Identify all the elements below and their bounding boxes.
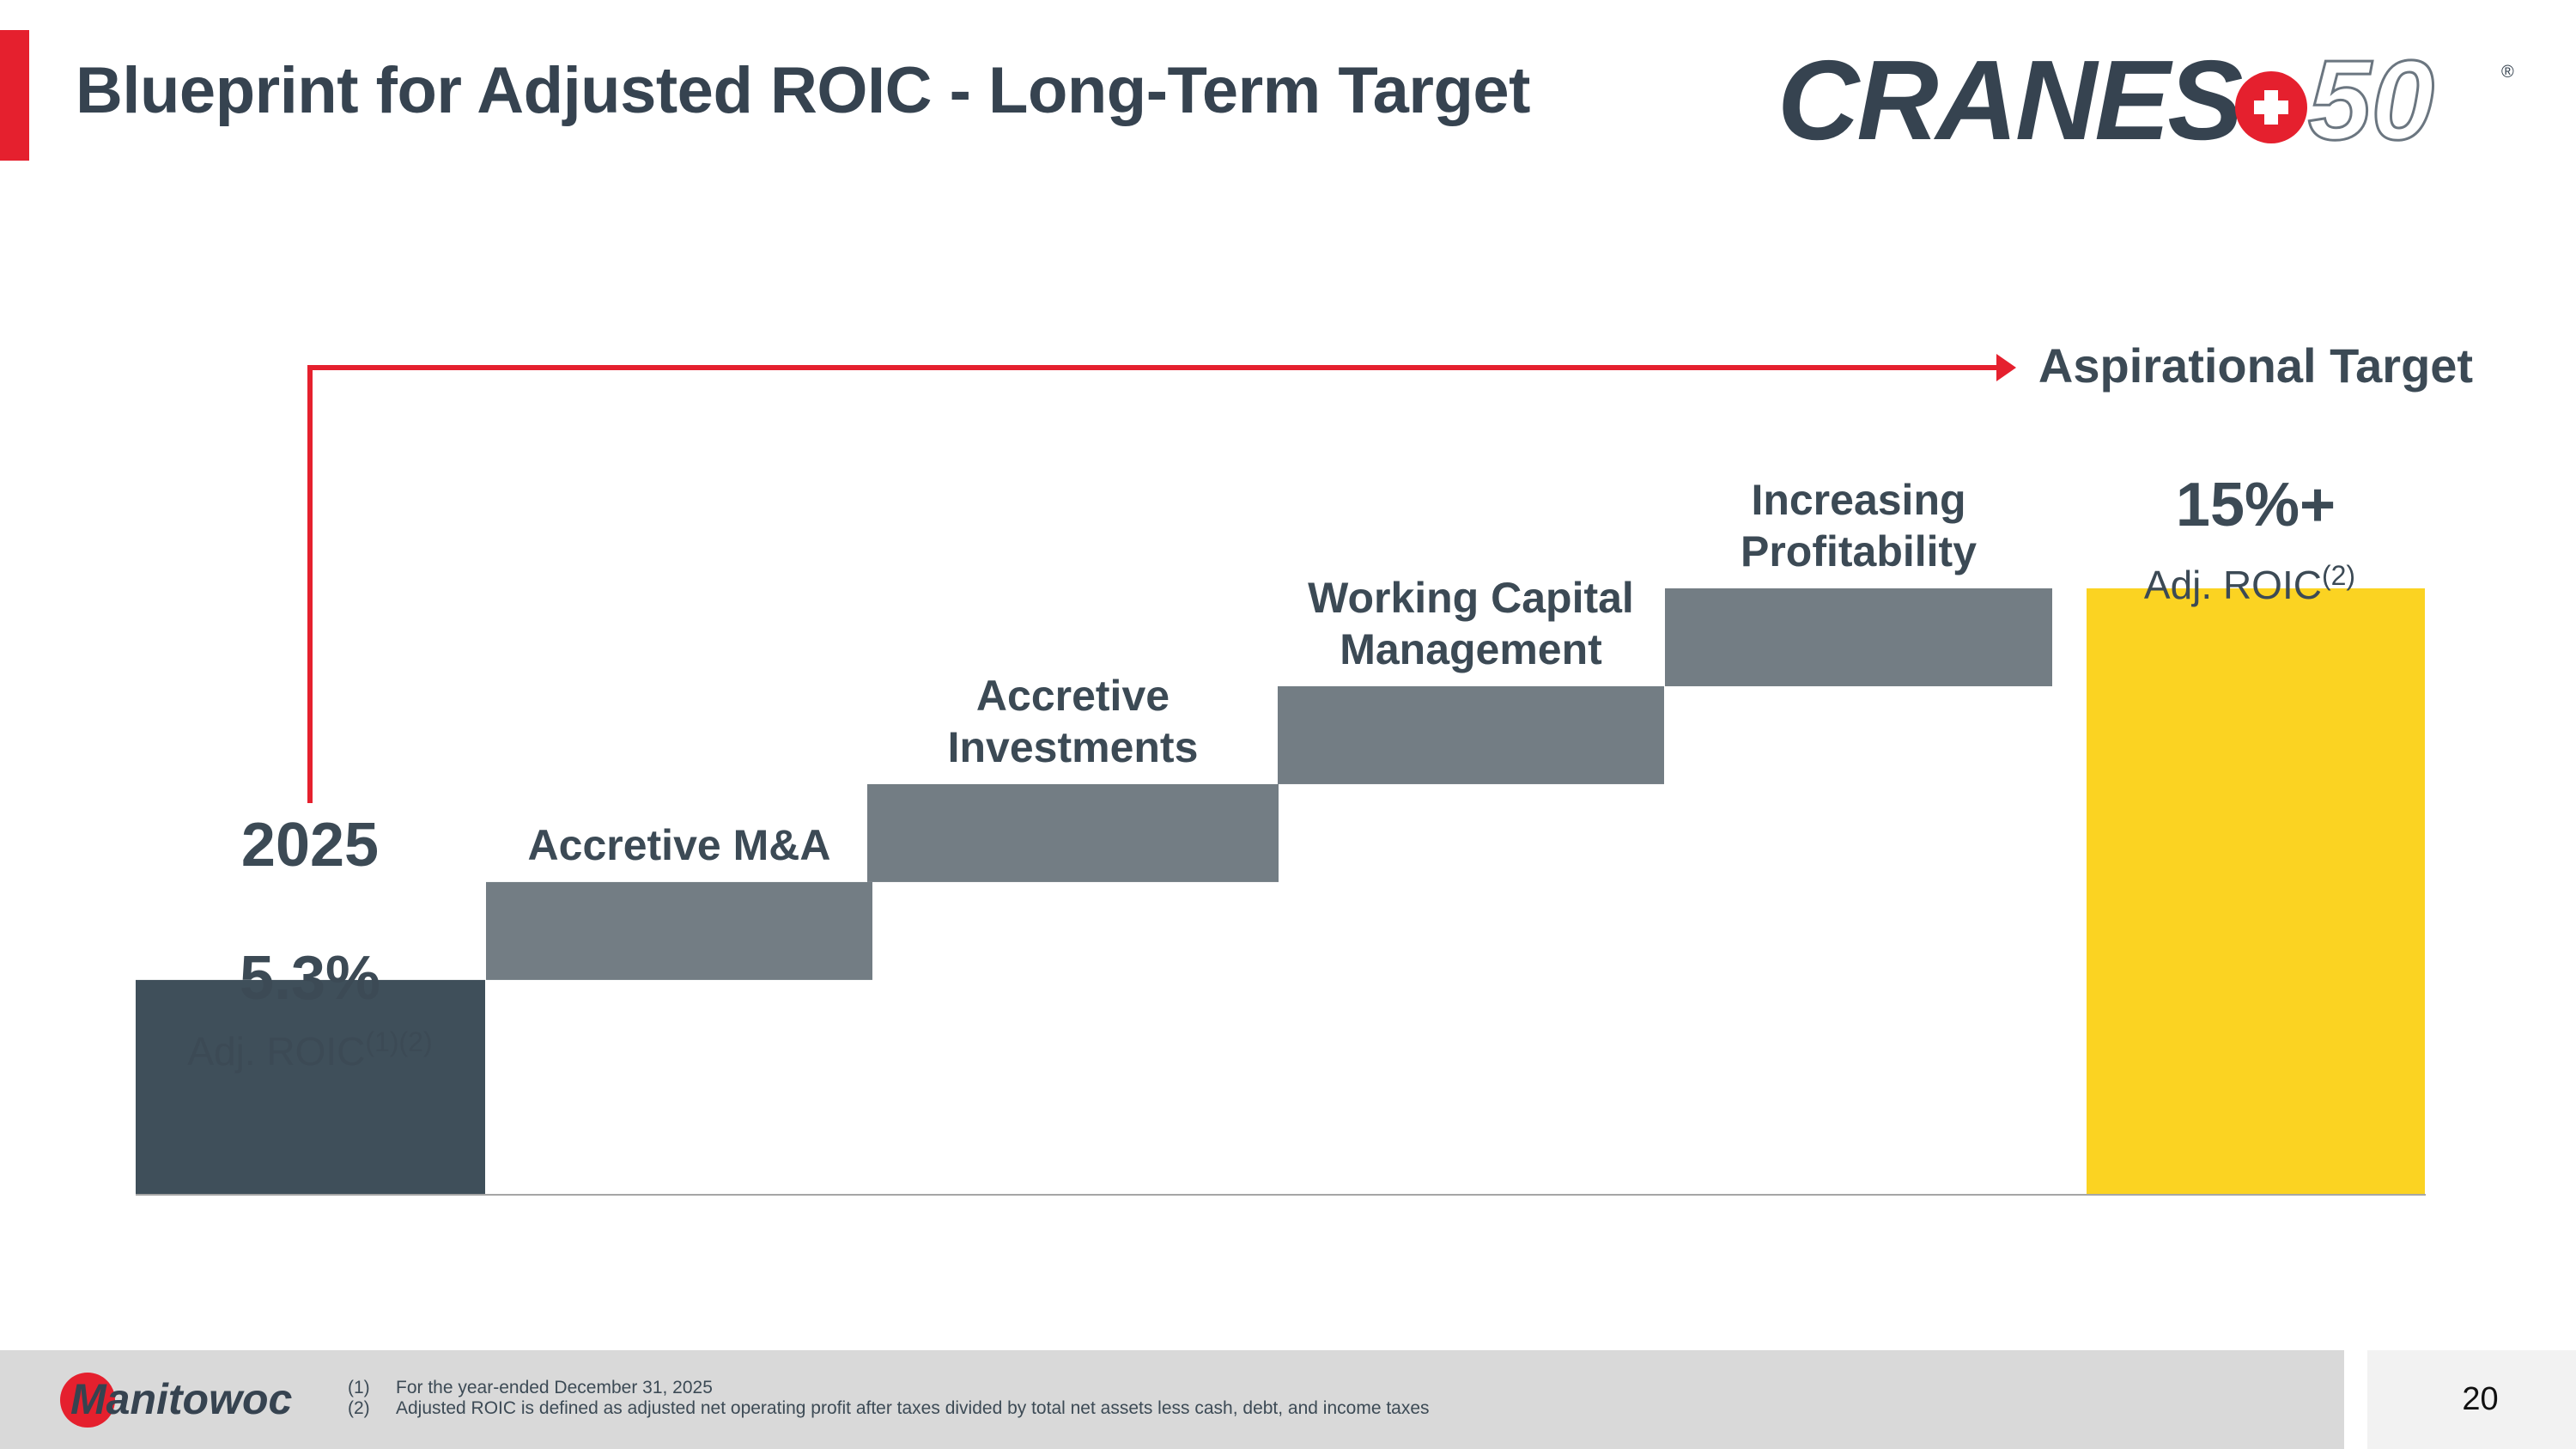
start-metric-label: Adj. ROIC(1)(2) — [187, 1026, 432, 1074]
manitowoc-logo: Manitowoc — [60, 1373, 293, 1428]
start-year-label: 2025 — [241, 811, 379, 880]
target-metric-label: Adj. ROIC(2) — [2144, 560, 2355, 607]
footnote-2: (2) Adjusted ROIC is defined as adjusted… — [348, 1398, 1430, 1419]
step-label-4-line-1: Increasing — [1751, 476, 1965, 524]
step-label-2-line-1: Accretive — [976, 672, 1170, 720]
footer-bar: Manitowoc (1) For the year-ended Decembe… — [0, 1350, 2344, 1449]
target-heading: Aspirational Target — [2038, 338, 2473, 393]
footnote-1-number: (1) — [348, 1378, 370, 1397]
step-label-1-line-1: Accretive M&A — [528, 821, 831, 869]
title-accent-bar — [0, 30, 29, 161]
step-label-3-line-2: Management — [1340, 625, 1602, 673]
step-label-2-line-2: Investments — [948, 723, 1199, 771]
slide-title: Blueprint for Adjusted ROIC - Long-Term … — [76, 54, 1530, 127]
target-bar — [2087, 588, 2425, 1194]
footnotes: (1) For the year-ended December 31, 2025… — [348, 1378, 1430, 1419]
footnote-2-text: Adjusted ROIC is defined as adjusted net… — [396, 1398, 1430, 1418]
cranes-50-logo: CRANES 50 ® — [1777, 43, 2514, 155]
svg-text:Manitowoc: Manitowoc — [70, 1375, 293, 1423]
start-bar-2025 — [136, 979, 485, 1194]
svg-text:50: 50 — [2308, 43, 2434, 155]
step-label-4-line-2: Profitability — [1741, 527, 1977, 575]
step-bar-4 — [1665, 588, 2052, 686]
step-label-3-line-1: Working Capital — [1308, 574, 1634, 622]
svg-text:CRANES: CRANES — [1777, 43, 2242, 155]
progress-arrow-line — [307, 365, 1996, 803]
target-value-label: 15%+ — [2176, 471, 2336, 539]
page-number-box: 20 — [2367, 1350, 2576, 1449]
svg-text:®: ® — [2501, 63, 2514, 82]
step-bar-1 — [486, 881, 872, 980]
footnote-1: (1) For the year-ended December 31, 2025 — [348, 1378, 1430, 1398]
progress-arrow-head — [1996, 354, 2016, 381]
footnote-1-text: For the year-ended December 31, 2025 — [396, 1378, 713, 1397]
footnote-2-number: (2) — [348, 1398, 370, 1418]
step-bar-3 — [1278, 685, 1664, 784]
step-bar-2 — [867, 783, 1279, 882]
page-number: 20 — [2462, 1381, 2499, 1417]
start-value-label: 5.3% — [240, 944, 380, 1013]
